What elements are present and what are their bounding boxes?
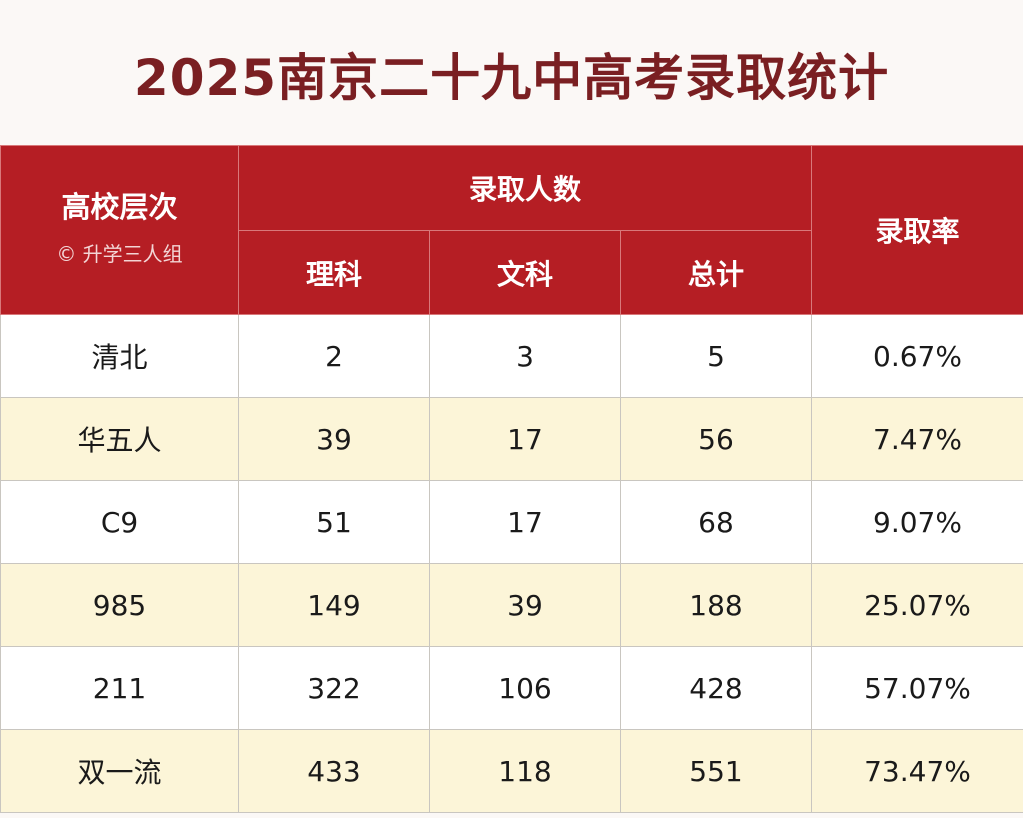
cell-science: 39 xyxy=(238,397,430,481)
cell-total: 68 xyxy=(620,480,812,564)
cell-science: 433 xyxy=(238,729,430,813)
header-level: 高校层次 © 升学三人组 xyxy=(0,145,239,315)
cell-total: 5 xyxy=(620,314,812,398)
cell-total: 551 xyxy=(620,729,812,813)
cell-rate: 57.07% xyxy=(811,646,1023,730)
cell-science: 149 xyxy=(238,563,430,647)
header-level-label: 高校层次 xyxy=(61,189,178,224)
cell-arts: 118 xyxy=(429,729,621,813)
cell-level: 清北 xyxy=(0,314,239,398)
cell-arts: 3 xyxy=(429,314,621,398)
watermark-text: © 升学三人组 xyxy=(56,241,183,266)
header-admitted: 录取人数 xyxy=(238,145,812,231)
cell-arts: 106 xyxy=(429,646,621,730)
table-row: 清北 2 3 5 0.67% xyxy=(0,314,1023,398)
cell-arts: 17 xyxy=(429,397,621,481)
cell-level: 985 xyxy=(0,563,239,647)
cell-science: 322 xyxy=(238,646,430,730)
table-row: 211 322 106 428 57.07% xyxy=(0,646,1023,730)
table-row: 华五人 39 17 56 7.47% xyxy=(0,397,1023,481)
table-row: C9 51 17 68 9.07% xyxy=(0,480,1023,564)
cell-level: C9 xyxy=(0,480,239,564)
cell-rate: 73.47% xyxy=(811,729,1023,813)
cell-total: 188 xyxy=(620,563,812,647)
cell-rate: 25.07% xyxy=(811,563,1023,647)
cell-total: 56 xyxy=(620,397,812,481)
table-row: 985 149 39 188 25.07% xyxy=(0,563,1023,647)
table-row: 双一流 433 118 551 73.47% xyxy=(0,729,1023,813)
admission-table: 高校层次 © 升学三人组 录取人数 录取率 理科 文科 总计 清北 2 3 5 … xyxy=(0,145,1023,813)
cell-level: 双一流 xyxy=(0,729,239,813)
header-total: 总计 xyxy=(620,230,812,315)
cell-science: 51 xyxy=(238,480,430,564)
cell-rate: 9.07% xyxy=(811,480,1023,564)
cell-rate: 7.47% xyxy=(811,397,1023,481)
cell-total: 428 xyxy=(620,646,812,730)
cell-level: 211 xyxy=(0,646,239,730)
header-rate: 录取率 xyxy=(811,145,1023,315)
cell-arts: 17 xyxy=(429,480,621,564)
cell-arts: 39 xyxy=(429,563,621,647)
header-science: 理科 xyxy=(238,230,430,315)
cell-level: 华五人 xyxy=(0,397,239,481)
page-title: 2025南京二十九中高考录取统计 xyxy=(133,49,890,107)
cell-rate: 0.67% xyxy=(811,314,1023,398)
cell-science: 2 xyxy=(238,314,430,398)
header-arts: 文科 xyxy=(429,230,621,315)
